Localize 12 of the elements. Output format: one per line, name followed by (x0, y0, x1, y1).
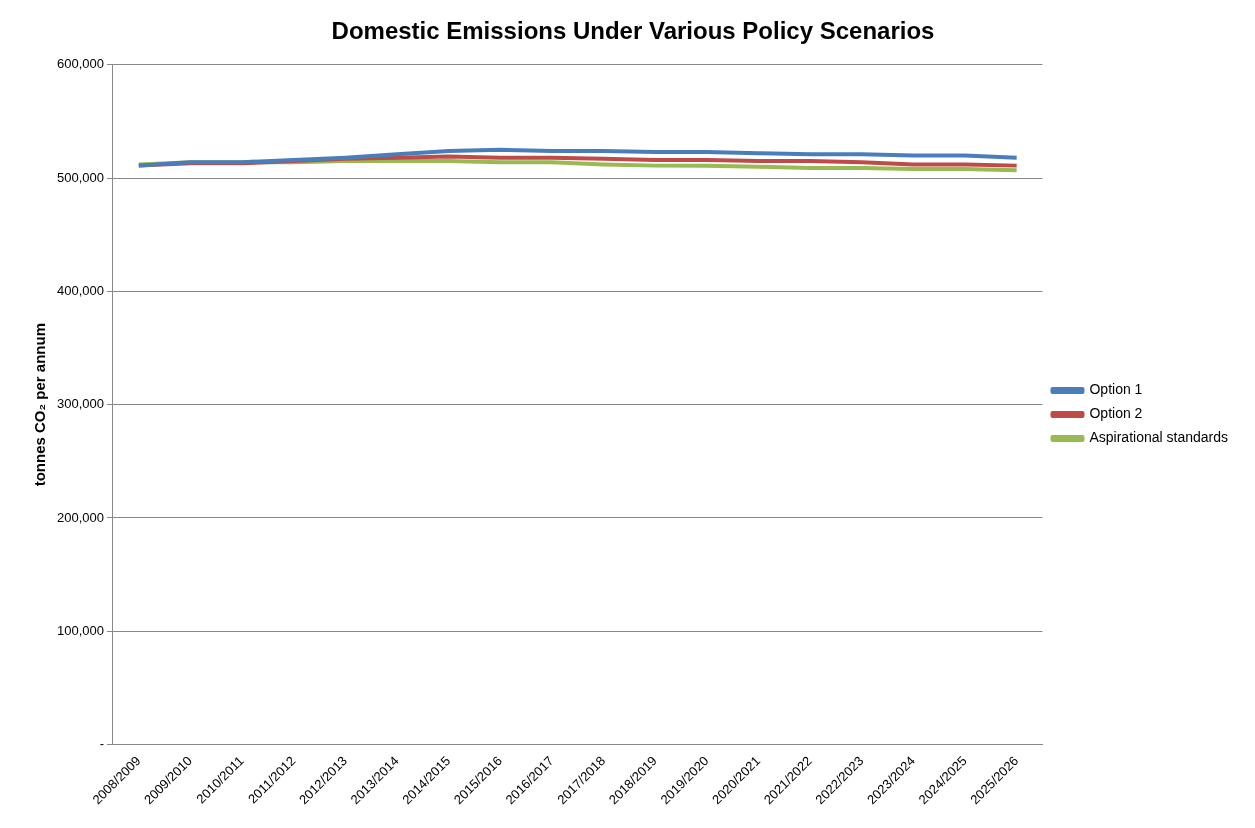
y-tick-label: 600,000 (56, 56, 104, 72)
y-tick-label: 100,000 (56, 622, 104, 638)
y-axis-title: tonnes CO₂ per annum (31, 322, 49, 487)
y-tick-label: 400,000 (56, 282, 104, 298)
legend-label: Aspirational standards (1089, 429, 1229, 446)
y-tick-label: - (99, 736, 104, 752)
legend-label: Option 1 (1089, 381, 1143, 398)
legend-label: Option 2 (1089, 405, 1143, 422)
y-tick-label: 500,000 (56, 169, 104, 185)
chart-title: Domestic Emissions Under Various Policy Scenarios (331, 17, 935, 45)
y-tick-label: 200,000 (56, 509, 104, 525)
y-tick-label: 300,000 (56, 396, 104, 412)
